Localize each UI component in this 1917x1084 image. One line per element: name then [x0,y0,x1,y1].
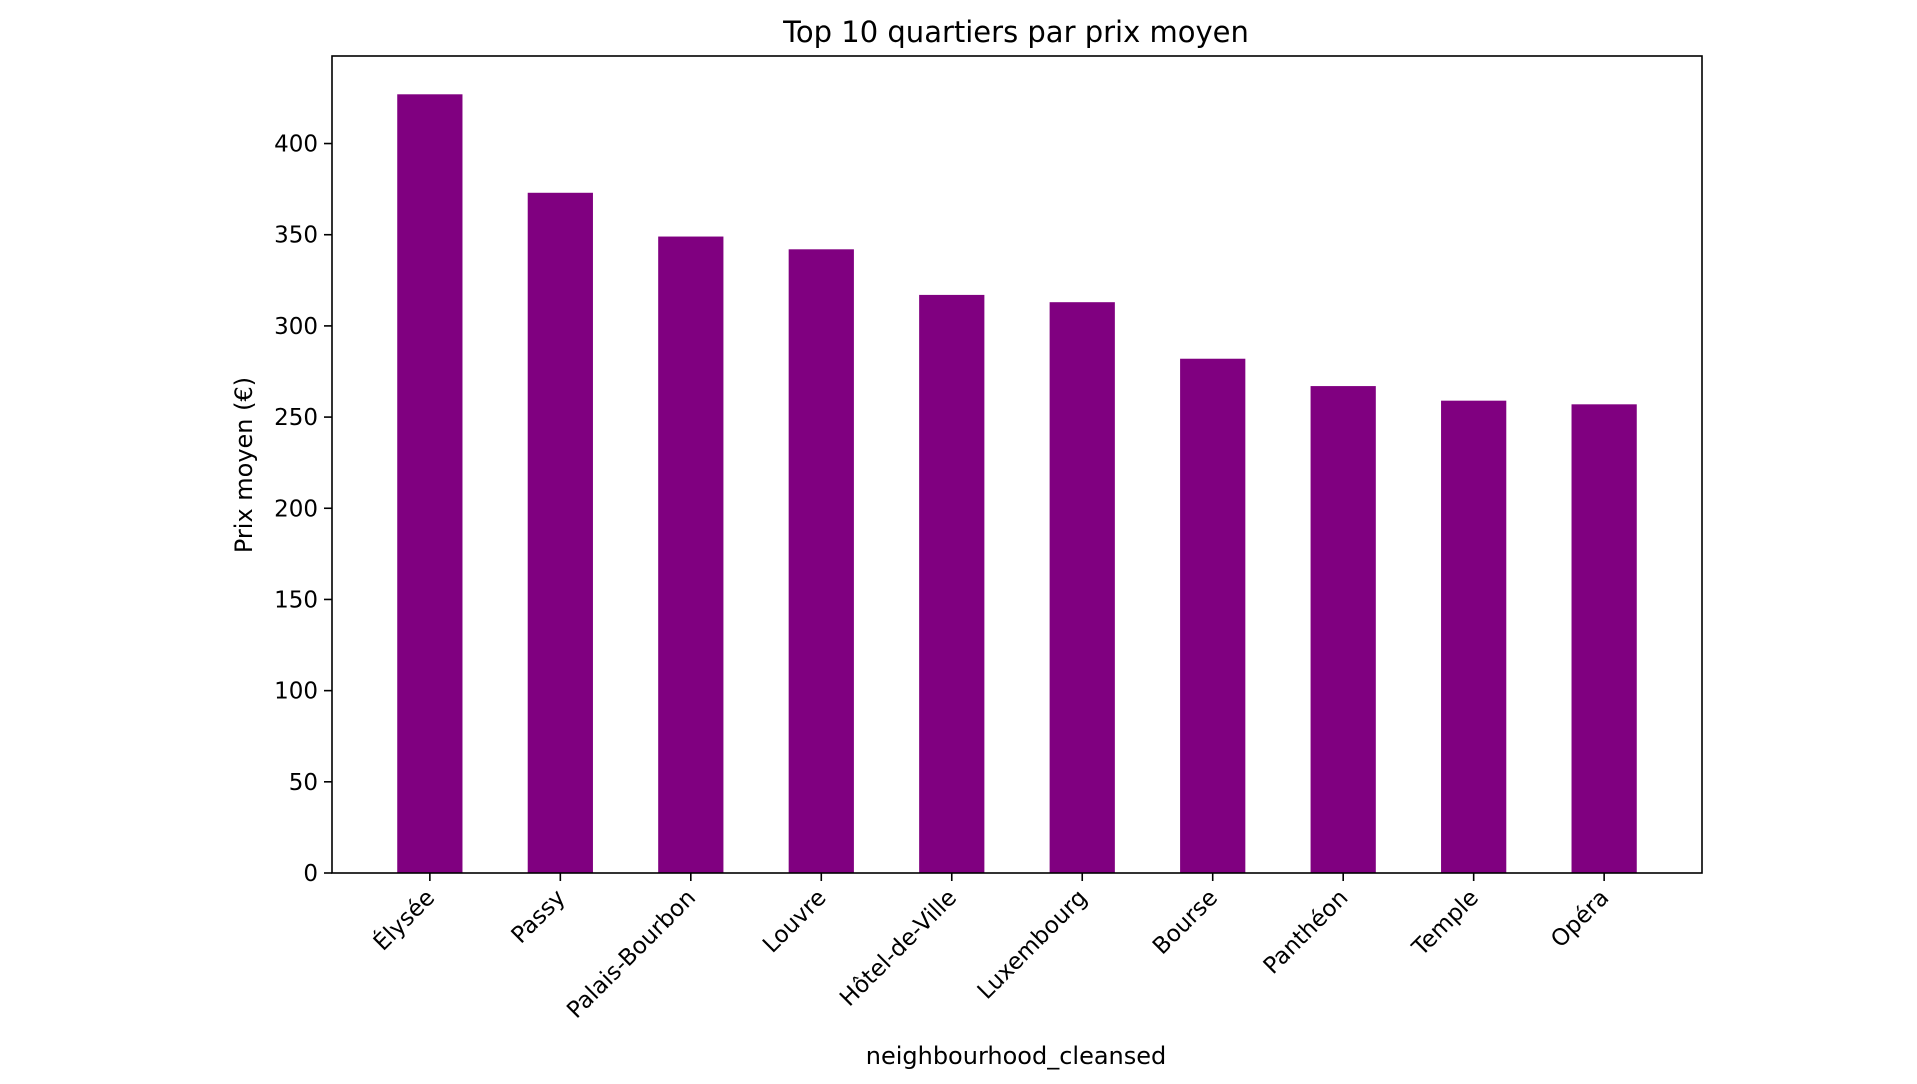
x-tick-label: Opéra [1546,885,1614,953]
x-tick-label: Bourse [1148,885,1223,960]
bar [1310,386,1376,873]
y-tick-label: 100 [274,679,318,705]
plot-frame [331,55,1703,874]
y-tick-label: 150 [274,587,318,613]
bar [919,294,985,874]
chart-title: Top 10 quartiers par prix moyen [782,15,1249,49]
bar [1441,400,1507,873]
y-tick-label: 50 [289,770,318,796]
x-tick-label: Hôtel-de-Ville [835,885,962,1012]
y-tick-label: 250 [274,405,318,431]
bar [1049,302,1115,873]
x-axis-label: neighbourhood_cleansed [866,1042,1167,1070]
y-tick-label: 200 [274,496,318,522]
y-axis-ticks: 0 50 100 150 200 250 300 350 400 [274,132,332,887]
bar [788,249,854,873]
x-tick-label: Temple [1407,885,1484,962]
bar [397,94,463,873]
y-axis-label: Prix moyen (€) [230,377,258,553]
bars-group [397,94,1637,874]
bar [1571,404,1637,873]
x-tick-label: Élysée [367,883,440,956]
x-tick-label: Passy [507,885,571,949]
y-tick-label: 350 [274,223,318,249]
y-tick-label: 400 [274,132,318,158]
y-tick-label: 300 [274,314,318,340]
x-tick-label: Panthéon [1259,885,1354,980]
bar [527,192,593,874]
x-tick-label: Louvre [758,885,831,958]
x-tick-label: Palais-Bourbon [562,885,701,1024]
bar [1180,358,1246,874]
y-tick-label: 0 [303,861,318,887]
x-tick-label: Luxembourg [973,885,1093,1005]
bar [658,236,724,873]
